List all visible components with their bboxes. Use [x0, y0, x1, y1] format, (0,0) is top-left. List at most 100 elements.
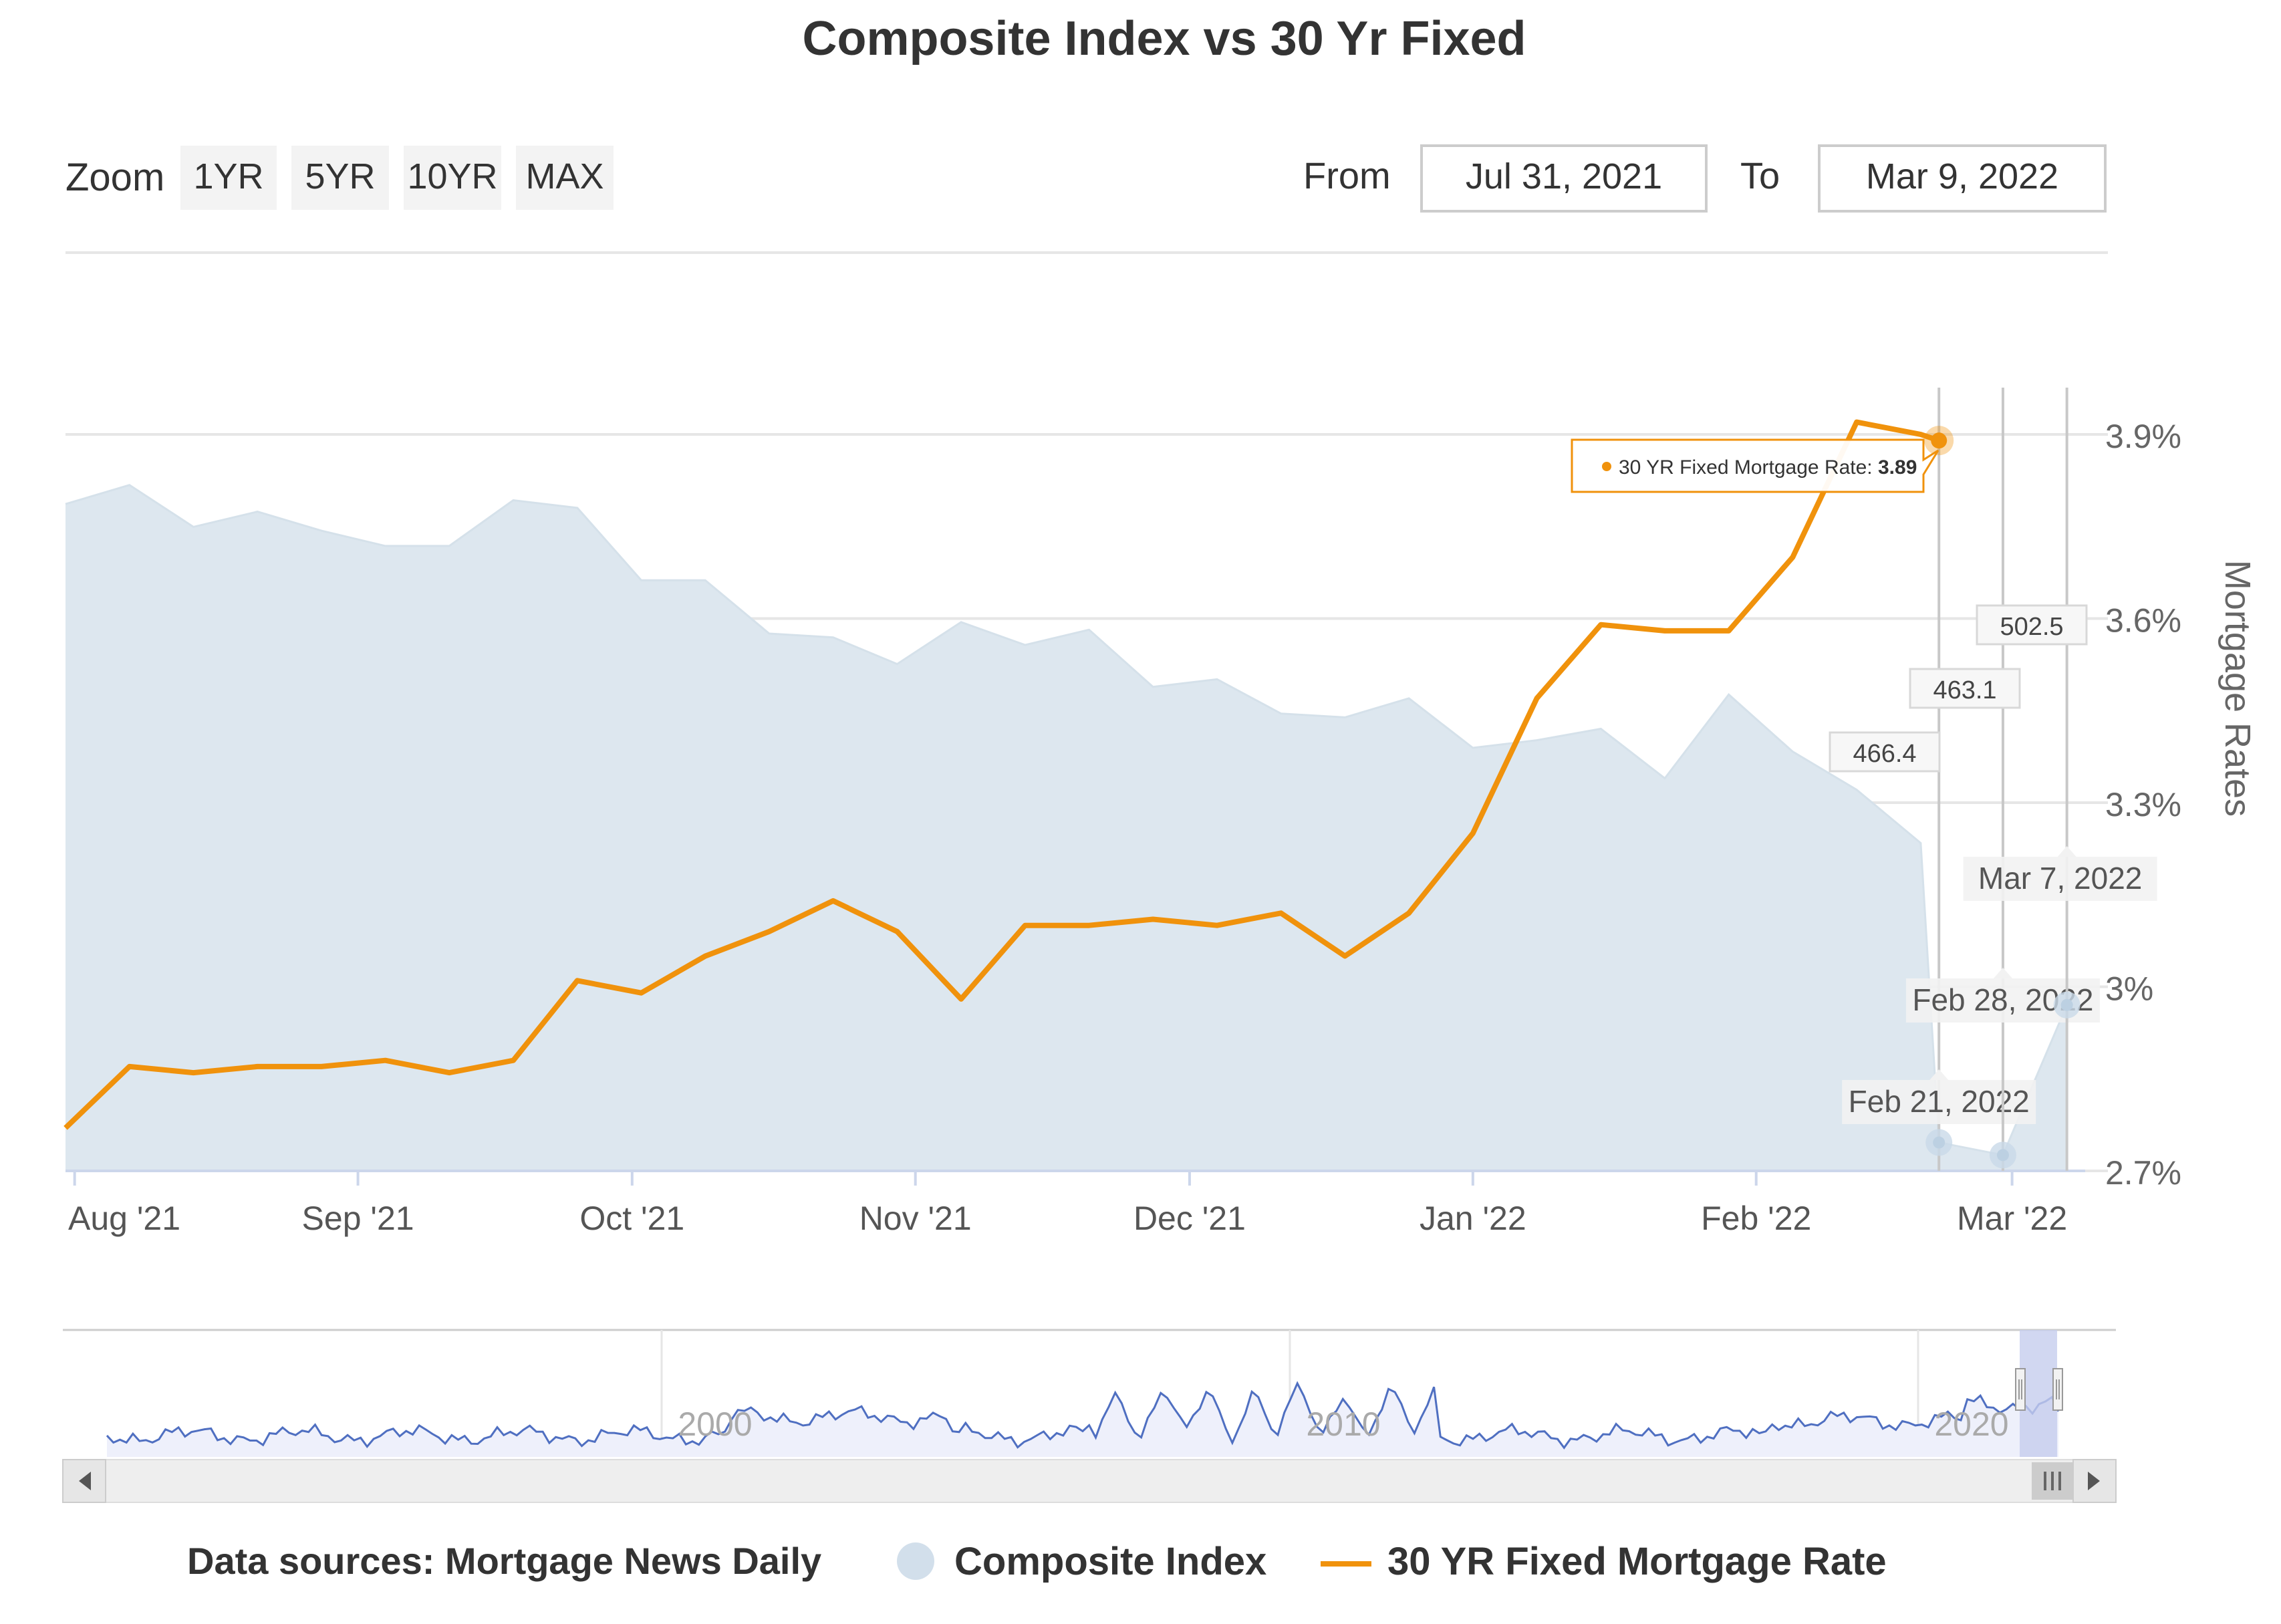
mortgage-rate-point — [1470, 831, 1476, 836]
mortgage-rate-point — [1534, 696, 1540, 701]
mortgage-rate-point — [1279, 910, 1284, 916]
composite-index-point-core — [1996, 1149, 2009, 1162]
scroll-right-arrow-icon[interactable] — [2088, 1472, 2100, 1490]
navigator-handle[interactable] — [2052, 1368, 2063, 1411]
zoom-button-10yr[interactable]: 10YR — [404, 146, 501, 210]
legend-item-mortgage-rate[interactable]: 30 YR Fixed Mortgage Rate — [1321, 1540, 1887, 1583]
mortgage-rate-point — [446, 1070, 452, 1075]
mortgage-tooltip-value: 3.89 — [1878, 456, 1917, 479]
mortgage-rate-point — [1342, 954, 1347, 959]
navigator-series-fill — [107, 1383, 2058, 1457]
crosshair-date-label: Mar 7, 2022 — [1978, 861, 2142, 896]
range-to-value: Mar 9, 2022 — [1866, 156, 2058, 196]
mortgage-rate-point — [127, 1064, 132, 1069]
composite-index-point-core — [2060, 998, 2073, 1011]
composite-index-area — [65, 485, 2067, 1172]
x-tick-label: Oct '21 — [579, 1200, 684, 1237]
zoom-button-10yr-label: 10YR — [407, 156, 497, 196]
mortgage-rate-point — [511, 1058, 516, 1063]
navigator[interactable]: 2000 2010 2020 — [63, 1329, 2116, 1457]
range-from-value: Jul 31, 2021 — [1466, 156, 1662, 196]
x-tick-label: Mar '22 — [1957, 1200, 2067, 1237]
mortgage-rate-point — [767, 929, 772, 934]
mortgage-rate-point — [1214, 923, 1220, 928]
mortgage-rate-point — [1087, 923, 1092, 928]
composite-value-label: 463.1 — [1933, 676, 1996, 704]
navigator-series-line — [106, 1381, 2060, 1450]
composite-value-box — [1976, 604, 2088, 646]
y-tick-label: 3.3% — [2105, 786, 2181, 823]
mortgage-rate-point — [1726, 628, 1732, 634]
y-axis-title: Mortgage Rates — [2218, 560, 2258, 817]
x-tick-label: Feb '22 — [1701, 1200, 1811, 1237]
y-axis-right: 3.9% 3.6% 3.3% 3% 2.7% — [2105, 418, 2181, 1192]
zoom-button-max[interactable]: MAX — [516, 146, 614, 210]
mortgage-rate-point — [1662, 628, 1667, 634]
mortgage-rate-point — [575, 978, 580, 983]
x-tick-label: Dec '21 — [1133, 1200, 1246, 1237]
crosshair-date-pointer — [1929, 1069, 1949, 1080]
mortgage-rate-point — [1854, 420, 1859, 425]
range-to-input[interactable]: Mar 9, 2022 — [1818, 144, 2107, 213]
mortgage-rate-point — [1150, 916, 1156, 922]
crosshair-date-pointer — [1993, 968, 2012, 978]
navigator-year-label: 2010 — [1306, 1405, 1380, 1443]
range-from-input[interactable]: Jul 31, 2021 — [1420, 144, 1708, 213]
composite-area-layer — [65, 484, 2068, 1172]
x-tick-label: Sep '21 — [302, 1200, 414, 1237]
mortgage-rate-point — [63, 1125, 68, 1131]
composite-index-point-core — [1933, 1136, 1945, 1149]
data-source: Data sources: Mortgage News Daily — [187, 1540, 821, 1582]
mortgage-rate-point — [383, 1058, 388, 1063]
x-tick-label: Nov '21 — [859, 1200, 972, 1237]
mortgage-rate-point — [1918, 432, 1923, 437]
mortgage-rate-point — [638, 990, 644, 996]
composite-value-label: 502.5 — [2000, 613, 2063, 641]
x-tick-label: Aug '21 — [68, 1200, 180, 1237]
crosshair-date-box — [1963, 857, 2157, 901]
legend-label-composite-index: Composite Index — [954, 1540, 1266, 1583]
legend-symbol-composite-index — [897, 1542, 934, 1580]
mortgage-rate-point — [190, 1070, 196, 1075]
zoom-button-1yr-label: 1YR — [193, 156, 263, 196]
mortgage-rate-point — [1598, 622, 1603, 628]
range-from-label: From — [1303, 154, 1391, 196]
composite-value-box — [1909, 668, 2021, 709]
mortgage-rate-point — [319, 1064, 324, 1069]
crosshair-date-label: Feb 21, 2022 — [1849, 1084, 2030, 1119]
mortgage-line-layer — [63, 419, 1954, 1131]
y-tick-label: 2.7% — [2105, 1154, 2181, 1192]
composite-index-outline — [65, 484, 2068, 1157]
mortgage-tooltip-label: 30 YR Fixed Mortgage Rate: 3.89 — [1619, 456, 1917, 479]
navigator-selection[interactable] — [2020, 1330, 2057, 1457]
mortgage-rate-point — [894, 929, 900, 934]
zoom-button-1yr[interactable]: 1YR — [180, 146, 277, 210]
mortgage-rate-point — [1790, 555, 1795, 560]
mortgage-rate-point — [1406, 910, 1412, 916]
zoom-button-5yr[interactable]: 5YR — [291, 146, 389, 210]
navigator-scrollbar[interactable] — [62, 1459, 2117, 1503]
zoom-button-5yr-label: 5YR — [305, 156, 375, 196]
y-tick-label: 3% — [2105, 970, 2153, 1008]
mortgage-rate-point — [255, 1064, 260, 1069]
mortgage-rate-point — [958, 996, 964, 1002]
range-to-label: To — [1740, 154, 1780, 196]
composite-value-label: 466.4 — [1853, 740, 1916, 768]
mortgage-rate-point — [1023, 923, 1028, 928]
navigator-year-label: 2000 — [678, 1405, 752, 1443]
legend-item-composite-index[interactable]: Composite Index — [897, 1540, 1266, 1583]
x-axis: Aug '21 Sep '21 Oct '21 Nov '21 Dec '21 Jan '… — [65, 1170, 2085, 1237]
mortgage-rate-point — [702, 954, 708, 959]
composite-value-box — [1829, 731, 1941, 773]
scroll-left-arrow-icon[interactable] — [79, 1472, 91, 1490]
x-tick-label: Jan '22 — [1420, 1200, 1526, 1237]
navigator-handle[interactable] — [2015, 1368, 2026, 1411]
zoom-label: Zoom — [65, 156, 164, 199]
legend-label-mortgage-rate: 30 YR Fixed Mortgage Rate — [1387, 1540, 1887, 1583]
mortgage-rate-line — [63, 419, 1940, 1130]
mortgage-rate-point — [831, 898, 836, 904]
y-tick-label: 3.6% — [2105, 602, 2181, 640]
mortgage-tooltip-box — [1571, 438, 1939, 493]
